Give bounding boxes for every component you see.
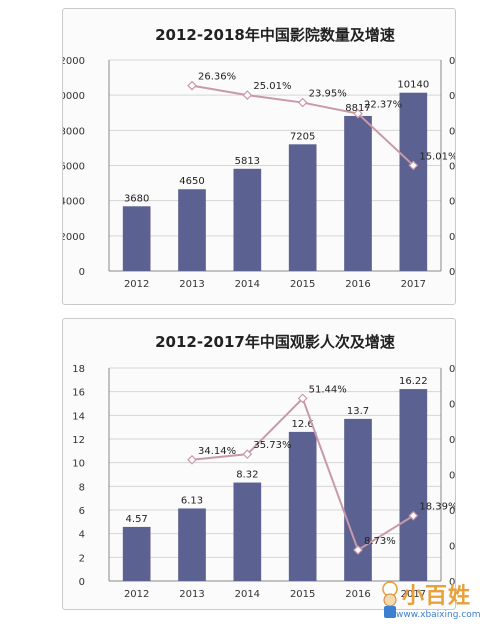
x-tick-label: 2015 bbox=[290, 279, 315, 290]
growth-marker bbox=[353, 545, 363, 555]
y2-tick-label: 0.05 bbox=[449, 232, 455, 243]
growth-label: 18.39% bbox=[419, 502, 455, 513]
y-tick-label: 16 bbox=[72, 388, 85, 399]
bar-label: 10140 bbox=[397, 80, 429, 91]
x-tick-label: 2015 bbox=[290, 589, 315, 600]
y2-tick-label: 0 bbox=[449, 267, 455, 278]
bar bbox=[344, 115, 372, 272]
y-tick-label: 14 bbox=[72, 411, 85, 422]
y-tick-label: 12000 bbox=[63, 56, 85, 67]
bar-label: 8817 bbox=[345, 103, 370, 114]
chart-admissions: 2012-2017年中国观影人次及增速 0 2 4 6 8 10 12 14 16 18 0 0.1 0.… bbox=[72, 333, 465, 600]
y2-tick-label: 0 bbox=[449, 577, 455, 588]
bar-label: 16.22 bbox=[399, 376, 428, 387]
bar bbox=[288, 144, 317, 271]
growth-marker bbox=[187, 80, 197, 91]
bar bbox=[233, 482, 262, 581]
y2-tick-label: 0.2 bbox=[449, 126, 455, 137]
bar-label: 13.7 bbox=[347, 406, 369, 417]
y2-tick-label: 0.3 bbox=[449, 56, 455, 67]
y2-tick-label: 0.5 bbox=[449, 400, 455, 411]
growth-label: 23.95% bbox=[309, 89, 347, 100]
y2-tick-label: 0.1 bbox=[449, 542, 455, 553]
growth-marker bbox=[353, 108, 363, 119]
chart-panel-admissions: 2012-2017年中国观影人次及增速 0 2 4 6 8 10 12 14 16 18 0 0.1 0.… bbox=[62, 318, 465, 610]
x-tick-label: 2012 bbox=[124, 589, 149, 600]
bar-label: 8.32 bbox=[236, 470, 258, 481]
y-tick-label: 0 bbox=[79, 577, 85, 588]
y2-tick-label: 0.25 bbox=[449, 91, 455, 102]
y-tick-label: 2 bbox=[79, 553, 85, 564]
y2-tick-label: 0.15 bbox=[449, 162, 455, 173]
growth-marker bbox=[187, 454, 197, 465]
watermark-text: 小百姓 bbox=[402, 583, 472, 609]
bar bbox=[178, 189, 206, 271]
x-tick-label: 2016 bbox=[345, 279, 370, 290]
growth-marker bbox=[297, 393, 308, 404]
x-tick-label: 2013 bbox=[179, 279, 204, 290]
y-tick-label: 18 bbox=[72, 364, 85, 375]
bar bbox=[122, 206, 151, 271]
growth-label: 26.36% bbox=[198, 72, 236, 83]
bar-label: 12.6 bbox=[292, 419, 314, 430]
growth-label: 8.73% bbox=[364, 536, 396, 547]
chef-icon bbox=[382, 581, 398, 618]
bar-label: 7205 bbox=[290, 131, 315, 142]
bar bbox=[399, 389, 428, 581]
y2-tick-label: 0.1 bbox=[449, 197, 455, 208]
y-tick-label: 12 bbox=[72, 435, 85, 446]
bar bbox=[233, 168, 262, 271]
chart-title: 2012-2018年中国影院数量及增速 bbox=[155, 26, 395, 44]
x-tick-label: 2014 bbox=[235, 589, 260, 600]
bar bbox=[344, 418, 372, 581]
growth-marker bbox=[408, 510, 419, 521]
bar-label: 5813 bbox=[235, 156, 260, 167]
growth-label: 15.01% bbox=[419, 151, 455, 162]
growth-marker bbox=[297, 97, 308, 108]
y-tick-label: 6 bbox=[79, 506, 85, 517]
y-tick-label: 6000 bbox=[63, 162, 85, 173]
bar-label: 3680 bbox=[124, 193, 149, 204]
bar bbox=[399, 92, 428, 271]
bar bbox=[178, 508, 206, 581]
x-tick-label: 2017 bbox=[401, 279, 426, 290]
y2-tick-label: 0.4 bbox=[449, 435, 455, 446]
bar bbox=[288, 431, 317, 581]
growth-label: 34.14% bbox=[198, 446, 236, 457]
bar bbox=[122, 526, 151, 581]
y-tick-label: 2000 bbox=[63, 232, 85, 243]
x-tick-label: 2013 bbox=[179, 589, 204, 600]
watermark-url: www.xbaixing.com bbox=[396, 610, 481, 620]
growth-marker bbox=[408, 160, 419, 171]
bar-label: 6.13 bbox=[181, 495, 203, 506]
growth-label: 51.44% bbox=[309, 384, 347, 395]
x-tick-label: 2017 bbox=[401, 589, 426, 600]
y2-tick-label: 0.6 bbox=[449, 364, 455, 375]
growth-marker bbox=[242, 90, 253, 100]
x-tick-label: 2012 bbox=[124, 279, 149, 290]
y-tick-label: 4 bbox=[79, 530, 85, 541]
y-tick-label: 8 bbox=[79, 482, 85, 493]
growth-marker bbox=[242, 449, 253, 460]
y-tick-label: 0 bbox=[79, 267, 85, 278]
y-tick-label: 4000 bbox=[63, 197, 85, 208]
chart-title: 2012-2017年中国观影人次及增速 bbox=[155, 333, 395, 351]
growth-label: 22.37% bbox=[364, 100, 402, 111]
bar-label: 4650 bbox=[179, 176, 204, 187]
bar-label: 4.57 bbox=[126, 514, 148, 525]
y-tick-label: 10000 bbox=[63, 91, 85, 102]
y-tick-label: 10 bbox=[72, 459, 85, 470]
x-tick-label: 2016 bbox=[345, 589, 370, 600]
x-tick-label: 2014 bbox=[235, 279, 260, 290]
y2-tick-label: 0.3 bbox=[449, 471, 455, 482]
growth-label: 25.01% bbox=[253, 81, 291, 92]
growth-label: 35.73% bbox=[253, 440, 291, 451]
watermark-logo: 小百姓 www.xbaixing.com bbox=[376, 580, 486, 625]
